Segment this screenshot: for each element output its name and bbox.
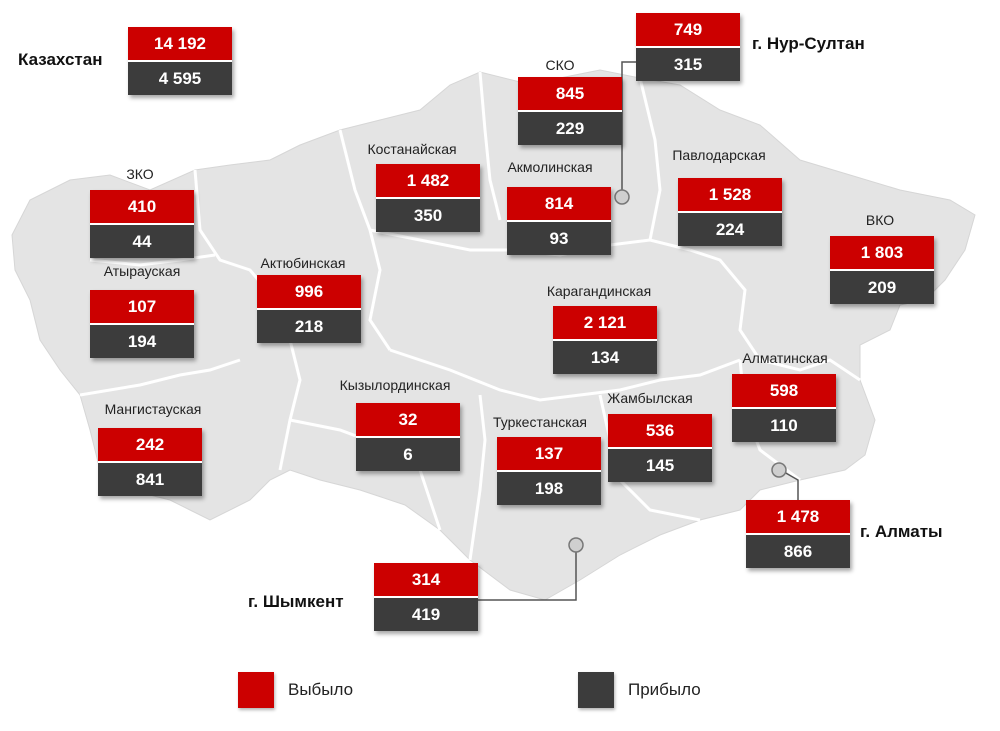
shymkent-stat-box: 314 419	[374, 563, 478, 631]
atyrau-in-value: 194	[90, 323, 194, 358]
aktobe-stat-box: 996 218	[257, 275, 361, 343]
turkestan-in-value: 198	[497, 470, 601, 505]
kostanay-stat-box: 1 482 350	[376, 164, 480, 232]
legend-out-label: Выбыло	[288, 680, 354, 699]
akmola-label: Акмолинская	[507, 159, 593, 175]
karaganda-label: Карагандинская	[546, 283, 652, 299]
turkestan-stat-box: 137 198	[497, 437, 601, 505]
almaty-city-label: г. Алматы	[860, 522, 943, 541]
atyrau-out-value: 107	[90, 290, 194, 323]
legend-in-swatch	[578, 672, 614, 708]
legend-in-label: Прибыло	[628, 680, 701, 699]
shymkent-marker	[568, 537, 584, 553]
kyzylorda-out-value: 32	[356, 403, 460, 436]
mangystau-in-value: 841	[98, 461, 202, 496]
shymkent-in-value: 419	[374, 596, 478, 631]
atyrau-label: Атырауская	[103, 263, 181, 279]
nur-sultan-marker	[614, 189, 630, 205]
almaty-city-out-value: 1 478	[746, 500, 850, 533]
nur-sultan-out-value: 749	[636, 13, 740, 46]
zhambyl-in-value: 145	[608, 447, 712, 482]
almaty-marker	[771, 462, 787, 478]
vko-stat-box: 1 803 209	[830, 236, 934, 304]
vko-in-value: 209	[830, 269, 934, 304]
almaty-city-stat-box: 1 478 866	[746, 500, 850, 568]
almaty-region-in-value: 110	[732, 407, 836, 442]
mangystau-stat-box: 242 841	[98, 428, 202, 496]
kostanay-in-value: 350	[376, 197, 480, 232]
zhambyl-label: Жамбылская	[607, 390, 693, 406]
country-in-value: 4 595	[128, 60, 232, 95]
nur-sultan-label: г. Нур-Султан	[752, 34, 865, 53]
sko-out-value: 845	[518, 77, 622, 110]
aktobe-in-value: 218	[257, 308, 361, 343]
country-stat-box: 14 192 4 595	[128, 27, 232, 95]
karaganda-stat-box: 2 121 134	[553, 306, 657, 374]
akmola-in-value: 93	[507, 220, 611, 255]
kostanay-label: Костанайская	[367, 141, 457, 157]
vko-out-value: 1 803	[830, 236, 934, 269]
nur-sultan-stat-box: 749 315	[636, 13, 740, 81]
almaty-region-out-value: 598	[732, 374, 836, 407]
aktobe-out-value: 996	[257, 275, 361, 308]
pavlodar-out-value: 1 528	[678, 178, 782, 211]
pavlodar-in-value: 224	[678, 211, 782, 246]
almaty-city-in-value: 866	[746, 533, 850, 568]
sko-stat-box: 845 229	[518, 77, 622, 145]
zko-label: ЗКО	[126, 166, 154, 182]
akmola-stat-box: 814 93	[507, 187, 611, 255]
legend-out-swatch	[238, 672, 274, 708]
zhambyl-out-value: 536	[608, 414, 712, 447]
sko-label: СКО	[545, 57, 575, 73]
zko-out-value: 410	[90, 190, 194, 223]
almaty-region-stat-box: 598 110	[732, 374, 836, 442]
sko-in-value: 229	[518, 110, 622, 145]
kyzylorda-in-value: 6	[356, 436, 460, 471]
kostanay-out-value: 1 482	[376, 164, 480, 197]
mangystau-label: Мангистауская	[104, 401, 202, 417]
pavlodar-label: Павлодарская	[672, 147, 766, 163]
pavlodar-stat-box: 1 528 224	[678, 178, 782, 246]
kyzylorda-stat-box: 32 6	[356, 403, 460, 471]
zko-in-value: 44	[90, 223, 194, 258]
country-label: Казахстан	[18, 50, 103, 69]
kyzylorda-label: Кызылординская	[339, 377, 451, 393]
legend-in: Прибыло	[578, 672, 701, 708]
shymkent-label: г. Шымкент	[248, 592, 344, 611]
country-out-value: 14 192	[128, 27, 232, 60]
akmola-out-value: 814	[507, 187, 611, 220]
zko-stat-box: 410 44	[90, 190, 194, 258]
karaganda-in-value: 134	[553, 339, 657, 374]
turkestan-label: Туркестанская	[492, 414, 588, 430]
shymkent-out-value: 314	[374, 563, 478, 596]
mangystau-out-value: 242	[98, 428, 202, 461]
karaganda-out-value: 2 121	[553, 306, 657, 339]
region-borders	[79, 71, 861, 561]
turkestan-out-value: 137	[497, 437, 601, 470]
atyrau-stat-box: 107 194	[90, 290, 194, 358]
vko-label: ВКО	[865, 212, 895, 228]
legend-out: Выбыло	[238, 672, 353, 708]
almaty-region-label: Алматинская	[742, 350, 828, 366]
zhambyl-stat-box: 536 145	[608, 414, 712, 482]
aktobe-label: Актюбинская	[260, 255, 346, 271]
nur-sultan-in-value: 315	[636, 46, 740, 81]
